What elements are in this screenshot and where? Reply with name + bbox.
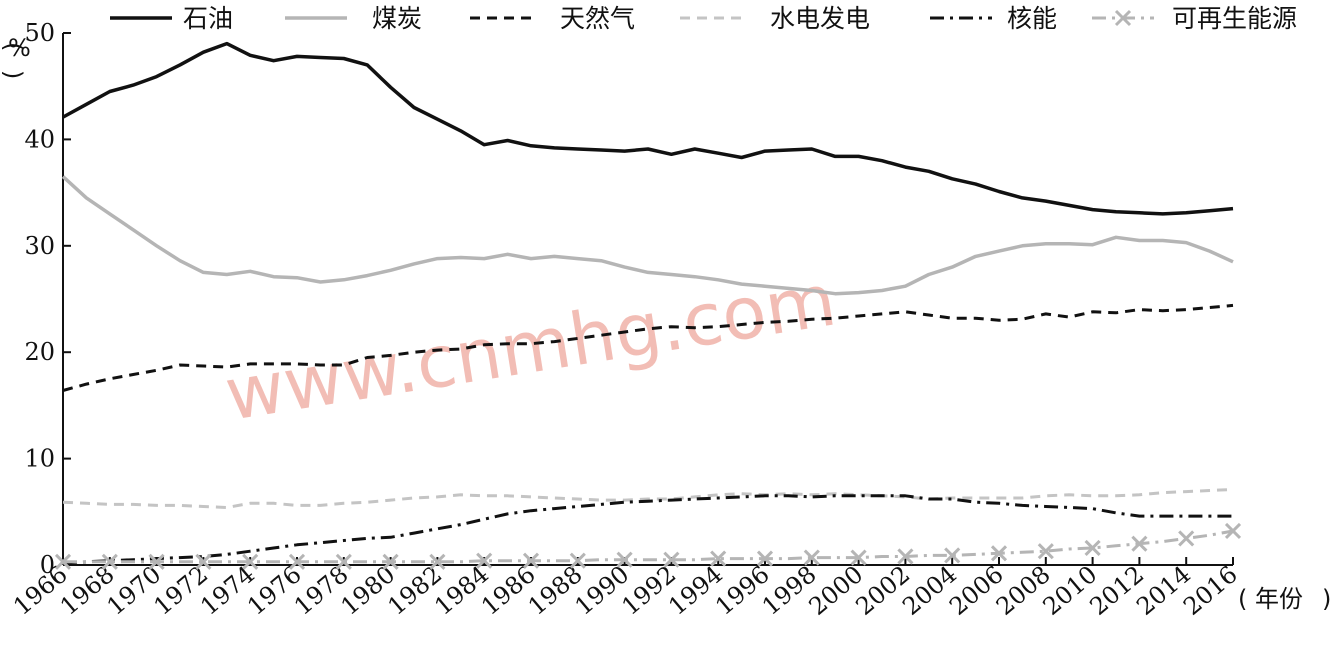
series-marker-5 <box>1224 522 1242 540</box>
x-tick-label: 1994 <box>663 560 728 621</box>
x-tick-label: 1996 <box>710 560 775 621</box>
series-marker-5 <box>148 553 165 570</box>
x-tick-label: 1974 <box>195 560 260 621</box>
series-marker-5 <box>756 550 774 567</box>
legend-item-0: 石油 <box>110 4 233 33</box>
x-axis-unit-close-paren: ) <box>1322 585 1331 613</box>
series-marker-5 <box>850 549 867 566</box>
series-marker-5 <box>195 553 212 570</box>
y-axis-unit-close-paren: ) <box>0 70 27 79</box>
series-layer <box>54 41 1242 570</box>
series-marker-5 <box>476 552 493 569</box>
series-marker-5 <box>1084 539 1101 557</box>
x-tick-label: 1972 <box>148 560 213 621</box>
series-marker-5 <box>616 551 633 568</box>
y-tick-label: 30 <box>24 232 55 260</box>
x-tick-label: 1986 <box>476 560 541 621</box>
series-marker-5 <box>897 548 914 565</box>
x-tick-label: 2008 <box>991 560 1056 621</box>
series-marker-5 <box>382 553 399 570</box>
x-tick-label: 2010 <box>1038 560 1103 621</box>
series-marker-5 <box>1178 530 1195 547</box>
x-tick-label: 2012 <box>1084 560 1149 621</box>
series-line-1 <box>61 175 1234 296</box>
series-marker-5 <box>990 545 1008 562</box>
x-tick-label: 2014 <box>1131 560 1196 621</box>
series-marker-5 <box>54 553 72 570</box>
series-marker-5 <box>944 547 961 564</box>
x-axis-unit-open-paren: ( <box>1238 585 1247 613</box>
x-tick-label: 1988 <box>523 560 588 621</box>
x-tick-label: 1982 <box>382 560 447 621</box>
series-marker-5 <box>522 552 540 569</box>
series-marker-5 <box>429 553 446 570</box>
legend: 石油 煤炭 天然气 水电发电 核能 可再生能源 <box>110 4 1297 33</box>
x-tick-label: 1998 <box>757 560 822 621</box>
y-tick-label: 20 <box>24 338 55 366</box>
series-marker-5 <box>663 551 680 568</box>
legend-label: 石油 <box>183 4 233 33</box>
legend-label: 可再生能源 <box>1172 4 1297 33</box>
legend-label: 煤炭 <box>372 4 422 33</box>
series-marker-5 <box>335 553 352 570</box>
y-tick-label: 10 <box>24 445 55 473</box>
y-tick-label: 0 <box>40 551 55 579</box>
y-axis-unit-open-paren: ( <box>0 42 27 51</box>
series-marker-5 <box>1037 543 1054 560</box>
legend-item-4: 核能 <box>930 4 1057 33</box>
x-tick-label: 1978 <box>289 560 354 621</box>
x-tick-label: 1990 <box>570 560 635 621</box>
series-line-4 <box>62 494 1233 565</box>
x-tick-label: 1992 <box>616 560 681 621</box>
x-tick-label: 2016 <box>1178 560 1243 621</box>
x-tick-label: 2002 <box>850 560 915 621</box>
legend-label: 水电发电 <box>770 4 870 33</box>
legend-marker <box>1114 9 1132 27</box>
series-marker-5 <box>710 550 727 567</box>
y-axis-unit: % <box>8 34 31 62</box>
y-tick-label: 40 <box>24 125 55 153</box>
x-tick-label: 1984 <box>429 560 494 621</box>
series-marker-5 <box>288 553 306 570</box>
x-tick-label: 2000 <box>804 560 869 621</box>
legend-item-1: 煤炭 <box>285 4 422 33</box>
series-line-0 <box>62 41 1234 216</box>
series-marker-5 <box>1131 535 1148 552</box>
x-tick-label: 2006 <box>944 560 1009 621</box>
x-tick-label: 1980 <box>336 560 401 621</box>
series-marker-5 <box>242 553 259 570</box>
legend-label: 核能 <box>1007 4 1057 33</box>
axis-unit-labels: ( % ) ( 年份 ) <box>0 34 1331 613</box>
series-line-3 <box>62 488 1234 509</box>
series-marker-5 <box>101 553 118 570</box>
series-line-5 <box>63 529 1234 564</box>
series-marker-5 <box>803 549 820 566</box>
y-tick-label: 50 <box>24 19 55 47</box>
x-axis-unit: 年份 <box>1255 585 1303 613</box>
x-tick-label: 1976 <box>242 560 307 621</box>
x-tick-label: 1968 <box>55 560 120 621</box>
x-tick-label: 2004 <box>897 560 962 621</box>
legend-item-5: 可再生能源 <box>1092 4 1297 33</box>
legend-item-3: 水电发电 <box>680 4 870 33</box>
legend-label: 天然气 <box>560 4 635 33</box>
x-tick-label: 1970 <box>102 560 167 621</box>
legend-item-2: 天然气 <box>470 4 635 33</box>
series-marker-5 <box>569 552 586 569</box>
